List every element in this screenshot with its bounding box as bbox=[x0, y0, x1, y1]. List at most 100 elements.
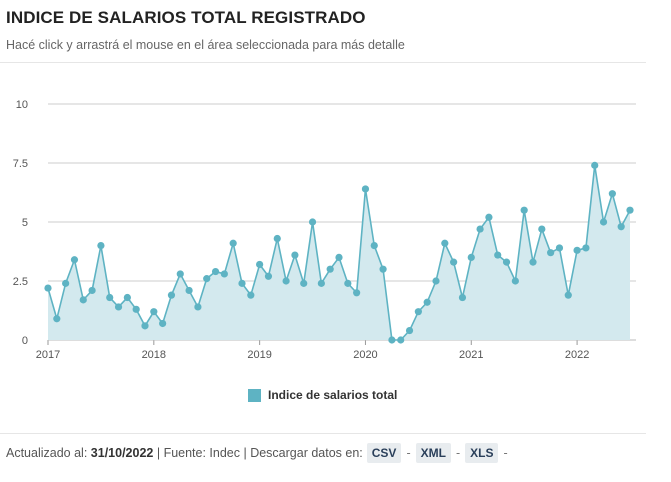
data-point-2020-03[interactable] bbox=[379, 265, 387, 273]
data-point-2019-01[interactable] bbox=[256, 260, 264, 269]
chart-subtitle: Hacé click y arrastrá el mouse en el áre… bbox=[6, 38, 405, 52]
download-csv-button[interactable]: CSV bbox=[366, 443, 402, 463]
data-point-2019-11[interactable] bbox=[344, 279, 352, 287]
y-tick-label: 10 bbox=[16, 99, 28, 111]
data-point-2020-09[interactable] bbox=[432, 277, 440, 285]
data-point-2020-04[interactable] bbox=[388, 336, 396, 344]
x-tick-label: 2019 bbox=[247, 349, 271, 361]
data-point-2017-10[interactable] bbox=[123, 293, 131, 302]
data-point-2018-02[interactable] bbox=[159, 319, 167, 328]
data-point-2022-06[interactable] bbox=[617, 223, 625, 231]
y-tick-label: 0 bbox=[22, 335, 28, 347]
data-point-2018-01[interactable] bbox=[150, 308, 158, 316]
data-point-2021-07[interactable] bbox=[520, 206, 528, 214]
separator: - bbox=[503, 446, 508, 460]
updated-prefix: Actualizado al: bbox=[6, 446, 88, 460]
download-xls-button[interactable]: XLS bbox=[465, 443, 499, 463]
data-point-2018-11[interactable] bbox=[238, 279, 246, 287]
source-text: | Fuente: Indec | Descargar datos en: bbox=[156, 446, 363, 460]
x-tick-label: 2017 bbox=[36, 349, 60, 361]
series-markers[interactable] bbox=[44, 161, 634, 344]
data-point-2018-12[interactable] bbox=[247, 291, 255, 299]
data-point-2017-04[interactable] bbox=[70, 256, 79, 264]
data-point-2017-03[interactable] bbox=[62, 279, 70, 287]
footer: Actualizado al: 31/10/2022 | Fuente: Ind… bbox=[6, 443, 509, 463]
data-point-2018-07[interactable] bbox=[203, 275, 211, 283]
data-point-2017-08[interactable] bbox=[106, 293, 114, 302]
x-tick-label: 2021 bbox=[459, 349, 483, 361]
data-point-2019-07[interactable] bbox=[308, 218, 317, 226]
y-tick-label: 7.5 bbox=[13, 158, 28, 170]
data-point-2017-01[interactable] bbox=[44, 284, 52, 292]
data-point-2019-05[interactable] bbox=[291, 251, 299, 259]
separator: - bbox=[406, 446, 411, 460]
salary-index-chart[interactable]: 0 2.5 5 7.5 10 2017 2018 2019 2020 2021 2022 bbox=[0, 64, 646, 364]
data-point-2020-02[interactable] bbox=[370, 242, 378, 250]
data-point-2019-08[interactable] bbox=[317, 279, 325, 287]
data-point-2021-06[interactable] bbox=[511, 277, 519, 285]
data-point-2020-05[interactable] bbox=[397, 336, 405, 344]
y-axis-labels: 0 2.5 5 7.5 10 bbox=[13, 99, 28, 347]
legend-swatch bbox=[248, 388, 261, 402]
data-point-2017-05[interactable] bbox=[79, 296, 87, 304]
data-point-2021-03[interactable] bbox=[485, 213, 493, 221]
data-point-2017-09[interactable] bbox=[114, 303, 123, 311]
data-point-2018-08[interactable] bbox=[211, 267, 220, 276]
data-point-2021-12[interactable] bbox=[564, 291, 572, 299]
data-point-2021-04[interactable] bbox=[494, 251, 502, 259]
data-point-2019-12[interactable] bbox=[353, 289, 361, 297]
data-point-2019-09[interactable] bbox=[326, 265, 334, 273]
y-tick-label: 2.5 bbox=[13, 276, 28, 288]
x-tick-label: 2020 bbox=[353, 349, 377, 361]
download-xml-button[interactable]: XML bbox=[415, 443, 451, 463]
updated-date: 31/10/2022 bbox=[90, 446, 154, 460]
data-point-2018-03[interactable] bbox=[167, 291, 176, 299]
data-point-2022-04[interactable] bbox=[599, 218, 608, 226]
data-point-2017-07[interactable] bbox=[97, 242, 105, 250]
data-point-2021-05[interactable] bbox=[502, 258, 511, 266]
x-tick-label: 2022 bbox=[565, 349, 589, 361]
header-divider bbox=[0, 62, 646, 63]
data-point-2018-04[interactable] bbox=[176, 270, 184, 278]
data-point-2019-06[interactable] bbox=[300, 279, 308, 287]
data-point-2017-12[interactable] bbox=[141, 322, 149, 330]
data-point-2020-07[interactable] bbox=[414, 308, 422, 316]
data-point-2018-05[interactable] bbox=[185, 286, 193, 295]
data-point-2020-11[interactable] bbox=[450, 258, 458, 266]
series-area bbox=[48, 165, 630, 340]
data-point-2019-10[interactable] bbox=[335, 253, 343, 261]
data-point-2020-06[interactable] bbox=[405, 326, 414, 335]
data-point-2019-04[interactable] bbox=[282, 277, 290, 285]
data-point-2022-05[interactable] bbox=[608, 190, 616, 198]
data-point-2022-07[interactable] bbox=[626, 206, 634, 214]
data-point-2018-06[interactable] bbox=[194, 303, 202, 311]
data-point-2017-02[interactable] bbox=[53, 315, 61, 323]
data-point-2018-09[interactable] bbox=[220, 270, 228, 278]
data-point-2020-12[interactable] bbox=[458, 293, 467, 302]
data-point-2017-06[interactable] bbox=[88, 286, 96, 295]
chart-title: INDICE DE SALARIOS TOTAL REGISTRADO bbox=[6, 8, 366, 27]
data-point-2019-02[interactable] bbox=[264, 272, 273, 280]
data-point-2020-08[interactable] bbox=[423, 298, 431, 306]
data-point-2018-10[interactable] bbox=[229, 239, 237, 247]
data-point-2019-03[interactable] bbox=[273, 234, 281, 243]
chart-legend[interactable]: Indice de salarios total bbox=[248, 388, 397, 402]
data-point-2017-11[interactable] bbox=[132, 305, 140, 313]
footer-divider bbox=[0, 433, 646, 434]
data-point-2021-11[interactable] bbox=[555, 244, 564, 252]
x-axis: 2017 2018 2019 2020 2021 2022 bbox=[36, 339, 636, 361]
data-point-2022-02[interactable] bbox=[582, 244, 590, 252]
data-point-2021-08[interactable] bbox=[529, 258, 537, 266]
data-point-2022-01[interactable] bbox=[573, 246, 581, 254]
data-point-2022-03[interactable] bbox=[591, 161, 599, 169]
separator: - bbox=[455, 446, 461, 460]
data-point-2021-10[interactable] bbox=[547, 249, 555, 257]
data-point-2021-09[interactable] bbox=[538, 225, 546, 233]
data-point-2020-10[interactable] bbox=[441, 239, 449, 247]
x-tick-label: 2018 bbox=[142, 349, 166, 361]
data-point-2021-02[interactable] bbox=[476, 225, 484, 233]
data-point-2020-01[interactable] bbox=[361, 185, 370, 193]
legend-label: Indice de salarios total bbox=[268, 388, 398, 402]
data-point-2021-01[interactable] bbox=[467, 253, 475, 261]
y-tick-label: 5 bbox=[22, 217, 28, 229]
